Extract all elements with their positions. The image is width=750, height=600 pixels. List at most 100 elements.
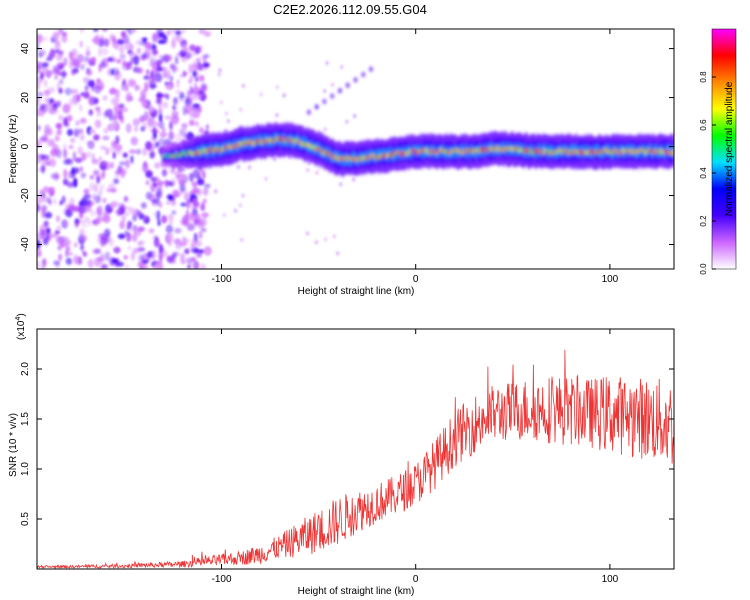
noise-blob xyxy=(63,168,68,179)
noise-blob xyxy=(191,180,198,187)
noise-blob xyxy=(183,192,190,201)
noise-blob xyxy=(192,103,200,108)
noise-blob xyxy=(85,151,92,158)
noise-blob xyxy=(49,70,58,75)
noise-blob xyxy=(195,262,199,269)
noise-blob xyxy=(173,97,178,105)
noise-blob xyxy=(101,161,108,167)
noise-blob xyxy=(37,69,43,74)
noise-blob xyxy=(79,235,88,242)
noise-blob xyxy=(203,31,212,37)
noise-blob xyxy=(169,63,175,70)
noise-blob xyxy=(153,237,160,248)
noise-blob xyxy=(138,97,145,103)
noise-blob xyxy=(75,60,81,69)
noise-blob xyxy=(154,141,159,149)
noise-blob xyxy=(339,182,343,187)
x-tick-label: 0 xyxy=(413,274,419,285)
noise-blob xyxy=(59,200,63,206)
noise-blob xyxy=(40,36,48,42)
noise-blob xyxy=(70,88,79,94)
ridge-branch xyxy=(338,88,342,94)
noise-blob xyxy=(131,29,137,33)
noise-blob xyxy=(73,177,78,188)
noise-blob xyxy=(126,225,132,230)
noise-blob xyxy=(332,234,336,239)
noise-blob xyxy=(145,171,153,177)
noise-blob xyxy=(56,129,62,136)
noise-blob xyxy=(93,134,100,141)
noise-blob xyxy=(56,100,62,108)
noise-blob xyxy=(154,235,159,241)
noise-blob xyxy=(174,170,183,178)
colorbar-tick-label: 0.2 xyxy=(699,215,708,227)
noise-blob xyxy=(130,251,136,261)
noise-blob xyxy=(80,92,84,97)
noise-blob xyxy=(71,69,76,76)
noise-blob xyxy=(52,65,61,72)
noise-blob xyxy=(194,47,201,55)
noise-blob xyxy=(156,187,163,197)
noise-blob xyxy=(61,195,66,204)
ridge-branch xyxy=(322,99,327,104)
noise-blob xyxy=(145,180,150,186)
noise-blob xyxy=(104,228,111,237)
noise-blob xyxy=(118,44,125,54)
noise-blob xyxy=(140,202,147,209)
y-tick-label: 1.0 xyxy=(20,462,31,476)
noise-blob xyxy=(128,79,137,87)
noise-blob xyxy=(51,173,57,180)
noise-blob xyxy=(49,149,55,157)
noise-blob xyxy=(65,257,73,265)
noise-blob xyxy=(117,233,126,240)
noise-blob xyxy=(100,235,108,246)
noise-blob xyxy=(331,82,334,87)
noise-blob xyxy=(162,66,168,76)
noise-blob xyxy=(275,113,279,118)
noise-blob xyxy=(214,189,218,194)
noise-blob xyxy=(152,32,159,43)
noise-blob xyxy=(63,57,68,66)
noise-blob xyxy=(59,78,64,85)
noise-blob xyxy=(37,260,40,269)
colorbar-gradient xyxy=(712,29,736,269)
noise-blob xyxy=(121,215,126,223)
noise-blob xyxy=(180,202,188,207)
noise-blob xyxy=(129,51,135,57)
noise-blob xyxy=(323,127,327,132)
noise-blob xyxy=(225,111,228,116)
noise-blob xyxy=(167,232,174,243)
svg-text:(x104): (x104) xyxy=(15,313,27,340)
noise-blob xyxy=(63,148,68,159)
noise-blob xyxy=(130,155,134,164)
noise-blob xyxy=(170,199,177,206)
noise-blob xyxy=(158,113,163,123)
noise-blob xyxy=(177,35,184,42)
noise-blob xyxy=(73,128,80,138)
noise-blob xyxy=(234,208,237,213)
noise-blob xyxy=(114,170,122,175)
noise-blob xyxy=(37,203,41,213)
noise-blob xyxy=(157,219,161,227)
snr-x-label: Height of straight line (km) xyxy=(298,586,415,597)
noise-blob xyxy=(148,105,155,113)
noise-blob xyxy=(71,167,75,175)
noise-blob xyxy=(46,102,54,107)
noise-blob xyxy=(165,54,173,62)
noise-blob xyxy=(179,98,184,103)
noise-blob xyxy=(182,70,187,78)
y-tick-label: 1.5 xyxy=(20,412,31,426)
noise-blob xyxy=(189,212,196,221)
noise-blob xyxy=(45,227,51,234)
x-tick-label: 0 xyxy=(413,574,419,585)
noise-blob xyxy=(145,141,153,151)
noise-blob xyxy=(119,168,127,176)
snr-y-label: SNR (10 * v/v) xyxy=(8,413,19,477)
noise-blob xyxy=(62,117,68,126)
noise-blob xyxy=(39,193,47,200)
noise-blob xyxy=(162,101,169,109)
noise-blob xyxy=(68,145,74,149)
noise-blob xyxy=(70,137,76,144)
noise-blob xyxy=(94,119,102,129)
noise-blob xyxy=(43,220,49,228)
